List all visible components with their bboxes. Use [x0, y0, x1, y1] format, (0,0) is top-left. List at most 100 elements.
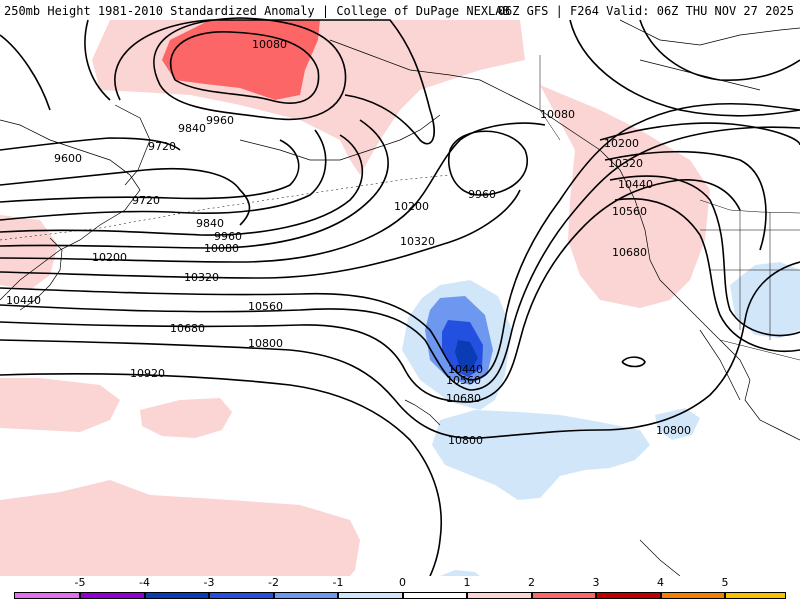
model-run-info: 06Z GFS | F264 Valid: 06Z THU NOV 27 202…	[497, 4, 794, 18]
contour-10440	[0, 102, 800, 381]
coast-aleutians	[239, 114, 441, 161]
height-contours	[0, 17, 800, 576]
colorbar-label: 4	[657, 576, 664, 589]
contour-label: 10200	[604, 137, 639, 150]
contour-low-9960	[448, 130, 528, 196]
border-us-canada	[699, 199, 800, 214]
contour-9960-north	[153, 17, 347, 121]
colorbar-label: -3	[203, 576, 215, 589]
contour-9600	[0, 137, 181, 151]
colorbar-segment	[725, 592, 786, 599]
contour-label: 9960	[214, 230, 242, 243]
contour-9840	[0, 129, 327, 221]
contour-label: 10680	[446, 392, 481, 405]
contour-label: 10440	[6, 294, 41, 307]
contour-label: 10440	[448, 363, 483, 376]
colorbar-segment	[531, 592, 596, 599]
contour-9840-north	[114, 19, 435, 145]
contour-east-2	[569, 19, 800, 117]
coast-westcoast	[599, 149, 800, 441]
border-alaska-canada	[539, 55, 561, 141]
negative-anomaly-east-small	[655, 408, 700, 440]
positive-anomaly-west	[0, 215, 58, 290]
colorbar-segment	[144, 592, 209, 599]
contour-label: 10800	[448, 434, 483, 447]
contour-east-1	[639, 19, 800, 81]
contour-label: 10920	[130, 367, 165, 380]
colorbar: -5 -4 -3 -2 -1 0 1 2 3 4 5	[0, 576, 800, 600]
contour-9960	[0, 134, 364, 236]
contour-label: 10320	[184, 271, 219, 284]
colorbar-segment	[338, 592, 403, 599]
colorbar-segment	[209, 592, 274, 599]
contour-label: 9720	[148, 140, 176, 153]
contour-label: 10560	[612, 205, 647, 218]
contour-label: 10680	[612, 246, 647, 259]
contour-label: 10320	[608, 157, 643, 170]
contour-label: 10200	[92, 251, 127, 264]
negative-anomaly-trough-center	[455, 340, 478, 372]
colorbar-segment	[467, 592, 532, 599]
contour-10200	[0, 122, 546, 263]
negative-anomaly-south	[432, 410, 650, 500]
contour-9720	[0, 167, 251, 226]
contour-label: 10440	[618, 178, 653, 191]
contour-east-5	[609, 175, 800, 337]
contour-label: 10080	[204, 242, 239, 255]
contour-label: 9840	[178, 122, 206, 135]
contour-label: 10800	[656, 424, 691, 437]
contour-9720-north	[84, 19, 111, 101]
positive-anomaly-southwest	[0, 378, 120, 432]
contour-9720-b	[0, 139, 300, 203]
contour-10080-north	[169, 31, 320, 104]
coast-alaska	[329, 39, 601, 151]
contour-10560	[0, 126, 800, 391]
contour-label: 10560	[446, 374, 481, 387]
contour-label: 10200	[394, 200, 429, 213]
contour-label: 9960	[206, 114, 234, 127]
coast-asia	[0, 119, 141, 301]
contour-west-upper	[0, 34, 51, 111]
contour-east-3	[599, 122, 800, 146]
contour-east-6	[614, 197, 800, 353]
contour-10680	[0, 179, 741, 403]
positive-anomaly-bottom	[0, 480, 360, 576]
colorbar-segment	[660, 592, 725, 599]
colorbar-segment	[596, 592, 661, 599]
coast-mexico	[639, 539, 681, 576]
contour-label: 10680	[170, 322, 205, 335]
coast-japan	[19, 237, 63, 311]
contour-10320	[0, 189, 521, 279]
colorbar-segment	[273, 592, 338, 599]
colorbar-label: 0	[399, 576, 406, 589]
contour-label: 9720	[132, 194, 160, 207]
positive-anomaly-mid	[140, 398, 232, 438]
colorbar-label: -1	[332, 576, 344, 589]
contour-label-layer: 10080 9960 9840 9720 9600 9720 9840 9960…	[6, 38, 691, 447]
border-us-mexico	[719, 339, 800, 361]
colorbar-segment	[80, 592, 145, 599]
colorbar-label: -4	[139, 576, 150, 589]
coast-baja	[699, 329, 741, 401]
contour-label: 10080	[252, 38, 287, 51]
colorbar-label: 2	[528, 576, 535, 589]
coast-hawaii	[404, 399, 441, 426]
colorbar-label: 5	[721, 576, 729, 589]
contour-label: 9840	[196, 217, 224, 230]
colorbar-label: -5	[74, 576, 86, 589]
anomaly-shading	[0, 20, 800, 576]
contour-10800	[0, 261, 800, 439]
colorbar-segment	[402, 592, 467, 599]
negative-anomaly-bottom-edge	[440, 570, 480, 576]
contour-small-closed	[621, 356, 646, 368]
contour-label: 10560	[248, 300, 283, 313]
negative-anomaly-east	[730, 262, 800, 338]
positive-anomaly-core	[162, 20, 320, 100]
map-title: 250mb Height 1981-2010 Standardized Anom…	[4, 4, 510, 18]
contour-east-4	[604, 150, 767, 251]
contour-10080	[0, 119, 389, 249]
anomaly-map: 10080 9960 9840 9720 9600 9720 9840 9960…	[0, 17, 800, 576]
contour-label: 10320	[400, 235, 435, 248]
colorbar-label: 1	[463, 576, 471, 589]
colorbar-label: -2	[268, 576, 279, 589]
